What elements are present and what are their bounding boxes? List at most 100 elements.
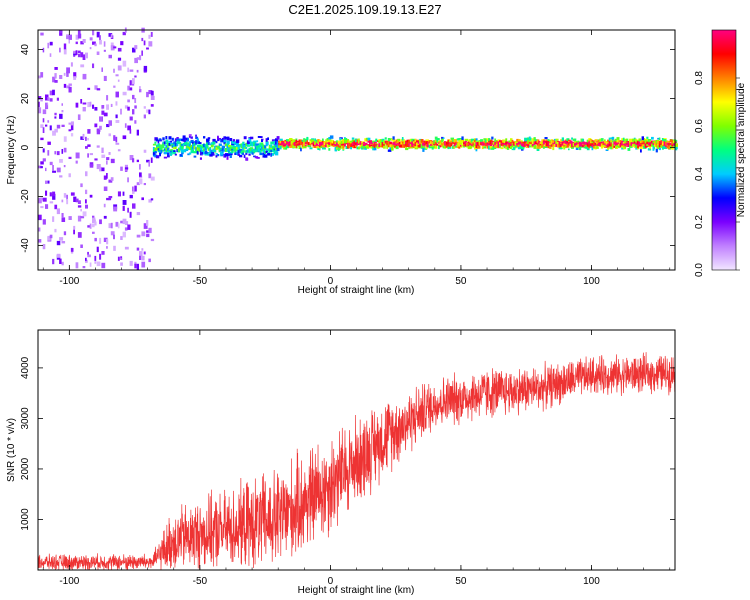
heatmap-cell <box>52 89 55 96</box>
heatmap-cell <box>70 248 74 252</box>
heatmap-cell <box>204 153 208 156</box>
heatmap-cell <box>206 151 209 154</box>
heatmap-cell <box>85 52 88 59</box>
heatmap-cell <box>580 138 584 143</box>
heatmap-cell <box>226 136 230 141</box>
heatmap-cell <box>287 144 291 147</box>
heatmap-cell <box>281 141 284 146</box>
heatmap-cell <box>344 142 346 147</box>
heatmap-cell <box>491 147 495 150</box>
heatmap-cell <box>536 148 540 151</box>
heatmap-cell <box>108 152 111 155</box>
heatmap-cell <box>163 147 167 150</box>
heatmap-cell <box>336 146 338 149</box>
heatmap-cell <box>481 141 485 146</box>
heatmap-cell <box>224 149 228 152</box>
heatmap-cell <box>563 144 566 147</box>
heatmap-cell <box>569 140 573 144</box>
heatmap-cell <box>165 139 169 143</box>
heatmap-cell <box>193 144 196 148</box>
heatmap-cell <box>176 143 179 147</box>
heatmap-cell <box>254 144 258 147</box>
heatmap-cell <box>185 137 189 141</box>
heatmap-cell <box>420 139 424 143</box>
heatmap-cell <box>561 141 564 145</box>
heatmap-cell <box>250 136 254 140</box>
heatmap-cell <box>342 145 345 149</box>
heatmap-cell <box>117 57 122 61</box>
heatmap-cell <box>428 142 431 146</box>
heatmap-cell <box>542 141 545 145</box>
heatmap-cell <box>450 142 453 146</box>
heatmap-cell <box>101 251 105 255</box>
heatmap-cell <box>307 145 311 148</box>
heatmap-cell <box>381 139 385 143</box>
heatmap-cell <box>173 144 176 147</box>
heatmap-cell <box>528 142 531 144</box>
heatmap-cell <box>207 141 210 145</box>
heatmap-cell <box>517 144 521 147</box>
heatmap-cell <box>508 145 511 149</box>
heatmap-cell <box>597 139 600 144</box>
heatmap-cell <box>49 161 53 166</box>
heatmap-cell <box>450 137 454 140</box>
heatmap-cell <box>586 139 589 143</box>
heatmap-cell <box>141 248 144 251</box>
heatmap-cell <box>389 141 392 145</box>
heatmap-cell <box>173 150 176 152</box>
heatmap-cell <box>141 197 144 201</box>
heatmap-cell <box>401 139 406 143</box>
heatmap-cell <box>558 141 562 145</box>
heatmap-cell <box>185 147 190 151</box>
heatmap-cell <box>165 145 168 149</box>
heatmap-cell <box>643 141 646 144</box>
heatmap-cell <box>533 145 537 149</box>
heatmap-cell <box>530 141 533 144</box>
heatmap-cell <box>633 138 637 141</box>
heatmap-cell <box>358 141 361 144</box>
heatmap-cell <box>68 173 71 178</box>
heatmap-cell <box>625 141 628 144</box>
heatmap-cell <box>491 136 494 140</box>
heatmap-cell <box>134 261 137 265</box>
heatmap-cell <box>220 152 224 155</box>
heatmap-cell <box>262 153 266 157</box>
heatmap-cell <box>561 145 564 149</box>
heatmap-cell <box>68 156 72 159</box>
heatmap-cell <box>80 52 84 58</box>
heatmap-cell <box>99 35 101 41</box>
heatmap-cell <box>550 140 554 144</box>
heatmap-cell <box>436 141 439 143</box>
heatmap-cell <box>38 214 42 221</box>
heatmap-cell <box>129 260 133 266</box>
heatmap-cell <box>92 224 95 228</box>
heatmap-cell <box>159 152 161 157</box>
heatmap-cell <box>176 137 179 140</box>
heatmap-cell <box>167 142 170 146</box>
heatmap-cell <box>320 141 323 145</box>
heatmap-cell <box>129 80 132 86</box>
heatmap-cell <box>134 185 137 192</box>
heatmap-cell <box>286 145 289 149</box>
heatmap-cell <box>666 142 670 146</box>
heatmap-cell <box>547 139 550 143</box>
heatmap-cell <box>630 140 634 144</box>
heatmap-cell <box>63 83 67 88</box>
heatmap-cell <box>616 142 619 145</box>
heatmap-cell <box>221 145 225 149</box>
heatmap-cell <box>42 127 45 133</box>
heatmap-cell <box>439 140 443 143</box>
heatmap-cell <box>279 140 282 144</box>
heatmap-cell <box>276 144 280 148</box>
heatmap-cell <box>660 145 663 148</box>
heatmap-cell <box>361 147 365 150</box>
heatmap-cell <box>181 139 184 142</box>
heatmap-cell <box>117 65 122 71</box>
heatmap-cell <box>488 141 491 144</box>
heatmap-cell <box>232 147 235 152</box>
heatmap-cell <box>267 149 270 151</box>
heatmap-cell <box>286 141 289 144</box>
heatmap-cell <box>243 154 246 158</box>
heatmap-cell <box>253 142 256 147</box>
